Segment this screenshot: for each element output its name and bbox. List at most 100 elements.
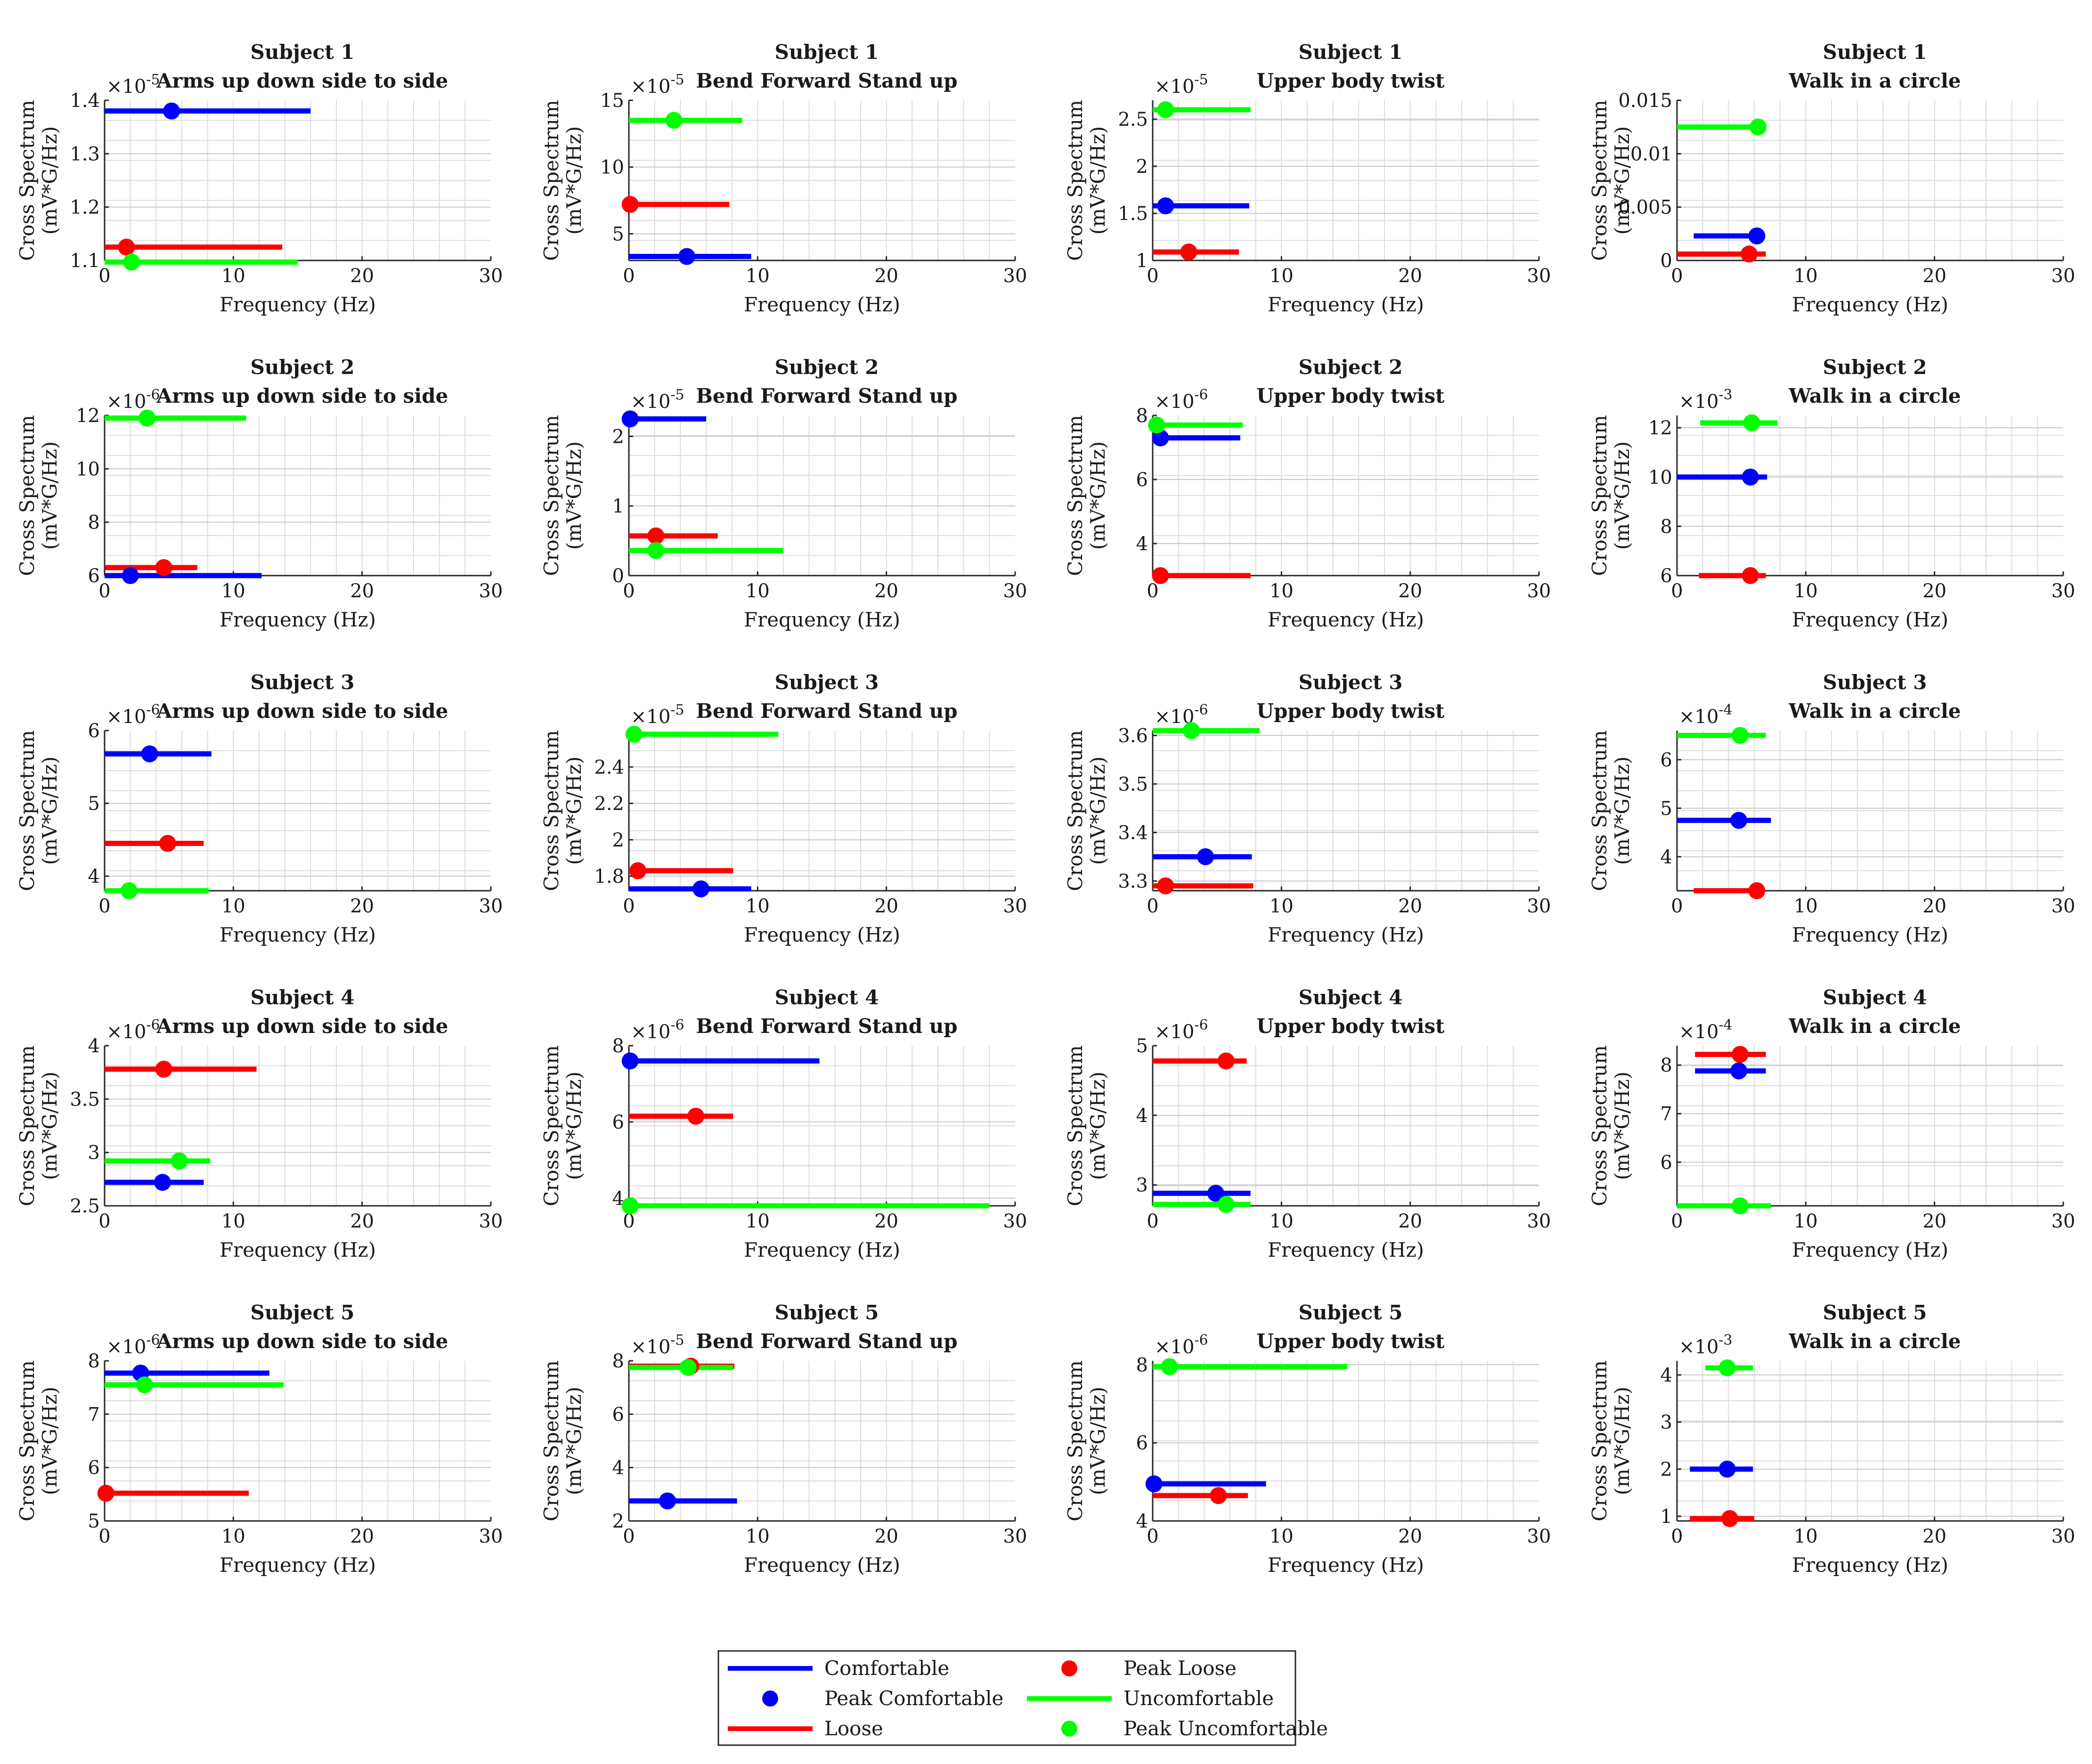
x-tick-label: 30 bbox=[1003, 580, 1027, 602]
peak-marker-uncomfortable bbox=[1750, 118, 1767, 136]
y-tick-label: 1 bbox=[612, 496, 624, 517]
peak-marker-uncomfortable bbox=[1157, 101, 1174, 118]
axis-exponent: ×10-4 bbox=[1679, 1017, 1733, 1043]
x-tick-label: 0 bbox=[98, 580, 110, 602]
x-tick-label: 20 bbox=[1398, 1211, 1422, 1232]
axis-exponent-power: -6 bbox=[1194, 387, 1208, 403]
y-tick-label: 0 bbox=[612, 565, 624, 587]
axis-exponent-power: -5 bbox=[670, 387, 684, 403]
peak-marker-comfortable bbox=[659, 1492, 676, 1510]
y-tick-label: 8 bbox=[1661, 516, 1672, 537]
x-axis-label: Frequency (Hz) bbox=[1268, 1238, 1424, 1261]
x-tick-label: 0 bbox=[1671, 1526, 1683, 1547]
y-tick-label: 3 bbox=[88, 1142, 100, 1164]
peak-marker-comfortable bbox=[122, 567, 139, 584]
y-tick-label: 4 bbox=[1136, 1511, 1148, 1532]
x-tick-label: 10 bbox=[746, 1526, 770, 1547]
y-tick-label: 3.3 bbox=[1118, 870, 1148, 892]
x-tick-label: 30 bbox=[1527, 1526, 1551, 1547]
subplot-title-activity: Arms up down side to side bbox=[156, 1330, 448, 1353]
x-axis-label: Frequency (Hz) bbox=[1268, 923, 1424, 946]
x-tick-label: 10 bbox=[746, 265, 770, 287]
x-tick-label: 20 bbox=[874, 1211, 898, 1232]
y-tick-label: 4 bbox=[612, 1457, 624, 1479]
y-tick-label: 7 bbox=[1661, 1103, 1672, 1125]
x-tick-label: 0 bbox=[1671, 1211, 1683, 1232]
subplot-title-activity: Upper body twist bbox=[1256, 1015, 1445, 1038]
y-tick-label: 8 bbox=[88, 1350, 100, 1372]
peak-marker-comfortable bbox=[1730, 812, 1748, 829]
y-tick-label: 0.015 bbox=[1618, 90, 1672, 112]
subplot-title-activity: Upper body twist bbox=[1256, 699, 1445, 723]
x-axis-label: Frequency (Hz) bbox=[1268, 608, 1424, 631]
y-axis-label: (mV*G/Hz) bbox=[38, 126, 61, 235]
peak-marker-uncomfortable bbox=[1743, 414, 1760, 431]
x-tick-label: 30 bbox=[1527, 580, 1551, 602]
y-tick-label: 8 bbox=[612, 1035, 624, 1057]
x-tick-label: 20 bbox=[350, 1211, 374, 1232]
x-axis-label: Frequency (Hz) bbox=[220, 608, 376, 631]
x-tick-label: 30 bbox=[2051, 265, 2076, 287]
legend-dot-peak_uncomfortable bbox=[1061, 1721, 1077, 1737]
y-tick-label: 4 bbox=[88, 1035, 100, 1057]
x-tick-label: 0 bbox=[1147, 1526, 1158, 1547]
x-tick-label: 10 bbox=[1270, 895, 1294, 917]
y-tick-label: 0.01 bbox=[1630, 143, 1672, 165]
axis-exponent-power: -4 bbox=[1718, 702, 1732, 718]
peak-marker-loose bbox=[155, 1060, 172, 1078]
x-tick-label: 0 bbox=[1147, 265, 1158, 287]
peak-marker-uncomfortable bbox=[665, 112, 683, 129]
x-tick-label: 0 bbox=[98, 1211, 110, 1232]
y-tick-label: 10 bbox=[1648, 467, 1672, 488]
y-tick-label: 15 bbox=[600, 90, 624, 112]
x-tick-label: 10 bbox=[221, 895, 245, 917]
legend-label-loose: Loose bbox=[824, 1717, 883, 1740]
axis-exponent-power: -6 bbox=[146, 1332, 160, 1349]
peak-marker-uncomfortable bbox=[679, 1359, 697, 1376]
y-axis-label: (mV*G/Hz) bbox=[38, 756, 61, 865]
x-tick-label: 10 bbox=[221, 1211, 245, 1232]
x-tick-label: 0 bbox=[1671, 895, 1683, 917]
y-axis-label: Cross Spectrum bbox=[16, 1360, 39, 1521]
subplot-title-subject: Subject 4 bbox=[1823, 986, 1927, 1009]
x-axis-label: Frequency (Hz) bbox=[744, 1553, 900, 1577]
y-tick-label: 5 bbox=[88, 1511, 100, 1532]
peak-marker-comfortable bbox=[141, 745, 158, 763]
axis-exponent-power: -5 bbox=[670, 702, 684, 718]
x-tick-label: 10 bbox=[746, 580, 770, 602]
peak-marker-uncomfortable bbox=[120, 882, 138, 899]
peak-marker-comfortable bbox=[163, 102, 180, 120]
x-tick-label: 20 bbox=[1922, 265, 1946, 287]
x-axis-label: Frequency (Hz) bbox=[220, 923, 376, 946]
x-tick-label: 10 bbox=[221, 265, 245, 287]
subplot-title-subject: Subject 5 bbox=[1299, 1301, 1403, 1324]
legend: Comfortable Peak Loose Peak Comfortable Unc… bbox=[717, 1650, 1328, 1746]
y-tick-label: 8 bbox=[612, 1350, 624, 1372]
peak-marker-uncomfortable bbox=[1161, 1358, 1178, 1375]
subplot-title-activity: Walk in a circle bbox=[1788, 69, 1961, 92]
subplot-title-activity: Arms up down side to side bbox=[156, 1015, 448, 1038]
y-axis-label: Cross Spectrum bbox=[16, 1045, 39, 1206]
y-tick-label: 1.5 bbox=[1118, 203, 1148, 225]
x-tick-label: 30 bbox=[1527, 265, 1551, 287]
peak-marker-comfortable bbox=[621, 410, 639, 428]
subplot: 0 10 20 30 0 0.005 0.01 0.015 Subject 1 Walk in a… bbox=[1588, 41, 2075, 316]
peak-marker-loose bbox=[1210, 1487, 1227, 1504]
y-tick-label: 1.3 bbox=[70, 143, 100, 165]
x-tick-label: 10 bbox=[1794, 265, 1818, 287]
axis-exponent-power: -4 bbox=[1718, 1017, 1732, 1033]
subplot-title-subject: Subject 5 bbox=[1823, 1301, 1927, 1324]
y-tick-label: 1 bbox=[1136, 250, 1148, 272]
peak-marker-uncomfortable bbox=[625, 725, 643, 743]
y-axis-label: (mV*G/Hz) bbox=[1611, 1072, 1634, 1180]
x-axis-label: Frequency (Hz) bbox=[220, 293, 376, 316]
y-tick-label: 12 bbox=[1648, 417, 1672, 439]
subplot-title-activity: Bend Forward Stand up bbox=[696, 384, 957, 407]
peak-marker-uncomfortable bbox=[1148, 416, 1165, 434]
x-tick-label: 0 bbox=[623, 1526, 635, 1547]
